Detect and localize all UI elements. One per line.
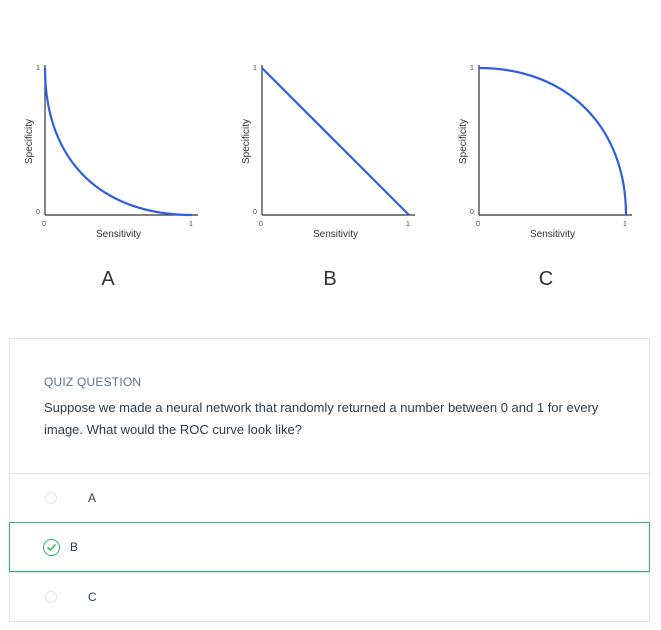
answer-options: A B C	[9, 473, 650, 621]
x-tick-label: 0	[42, 221, 46, 228]
y-tick-label: 0	[253, 209, 257, 216]
chart-letter-b: B	[323, 268, 337, 290]
y-tick-label: 1	[253, 65, 257, 72]
checkmark-circle-icon[interactable]	[43, 539, 60, 556]
option-label: B	[70, 540, 79, 554]
x-tick-label: 0	[259, 221, 263, 228]
roc-curve	[261, 67, 410, 216]
roc-chart-a: 1 0 0 1 Sensitivity Specificity	[20, 55, 220, 245]
option-c[interactable]: C	[9, 572, 650, 621]
quiz-question: Suppose we made a neural network that ra…	[44, 400, 599, 437]
y-tick-label: 0	[36, 209, 40, 216]
x-tick-label: 1	[406, 221, 410, 228]
option-label: A	[88, 491, 97, 505]
option-b[interactable]: B	[9, 522, 650, 572]
radio-icon[interactable]	[45, 591, 57, 603]
option-a[interactable]: A	[9, 473, 650, 522]
x-axis-label: Sensitivity	[530, 229, 575, 240]
y-tick-label: 1	[470, 65, 474, 72]
roc-chart-b: 1 0 0 1 Sensitivity Specificity	[237, 55, 437, 245]
y-axis-label: Specificity	[24, 119, 35, 164]
radio-icon[interactable]	[45, 492, 57, 504]
option-label: C	[88, 590, 97, 604]
roc-chart-c: 1 0 0 1 Sensitivity Specificity	[454, 55, 654, 245]
roc-curve	[478, 66, 628, 216]
y-axis-label: Specificity	[458, 119, 469, 164]
chart-letter-a: A	[101, 268, 115, 290]
quiz-card: QUIZ QUESTION Suppose we made a neural n…	[9, 338, 650, 622]
x-axis-label: Sensitivity	[96, 229, 141, 240]
y-tick-label: 0	[470, 209, 474, 216]
x-tick-label: 1	[623, 221, 627, 228]
x-axis-label: Sensitivity	[313, 229, 358, 240]
roc-charts: 1 0 0 1 Sensitivity Specificity 1 0 0 1 Sensitivi…	[0, 0, 661, 300]
x-tick-label: 0	[476, 221, 480, 228]
y-tick-label: 1	[36, 65, 40, 72]
roc-curve	[43, 67, 193, 217]
x-tick-label: 1	[189, 221, 193, 228]
chart-letter-c: C	[538, 268, 554, 290]
y-axis-label: Specificity	[241, 119, 252, 164]
quiz-label: QUIZ QUESTION	[44, 375, 142, 389]
